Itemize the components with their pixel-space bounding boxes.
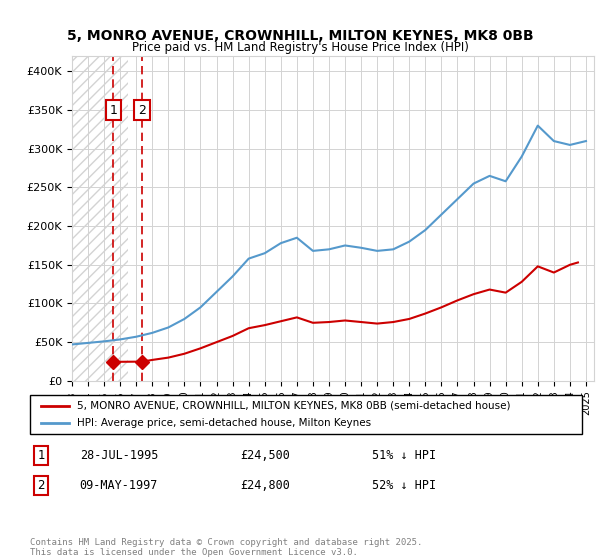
Text: 28-JUL-1995: 28-JUL-1995 — [80, 449, 158, 462]
FancyBboxPatch shape — [30, 395, 582, 434]
Text: Contains HM Land Registry data © Crown copyright and database right 2025.
This d: Contains HM Land Registry data © Crown c… — [30, 538, 422, 557]
Text: 09-MAY-1997: 09-MAY-1997 — [80, 479, 158, 492]
Text: 5, MONRO AVENUE, CROWNHILL, MILTON KEYNES, MK8 0BB: 5, MONRO AVENUE, CROWNHILL, MILTON KEYNE… — [67, 29, 533, 44]
Text: 2: 2 — [37, 479, 45, 492]
Text: 51% ↓ HPI: 51% ↓ HPI — [372, 449, 436, 462]
Text: £24,500: £24,500 — [240, 449, 290, 462]
Text: 1: 1 — [37, 449, 45, 462]
Text: 1: 1 — [109, 104, 117, 116]
Text: £24,800: £24,800 — [240, 479, 290, 492]
Text: HPI: Average price, semi-detached house, Milton Keynes: HPI: Average price, semi-detached house,… — [77, 418, 371, 428]
Text: Price paid vs. HM Land Registry's House Price Index (HPI): Price paid vs. HM Land Registry's House … — [131, 41, 469, 54]
Text: 52% ↓ HPI: 52% ↓ HPI — [372, 479, 436, 492]
Text: 2: 2 — [138, 104, 146, 116]
Text: 5, MONRO AVENUE, CROWNHILL, MILTON KEYNES, MK8 0BB (semi-detached house): 5, MONRO AVENUE, CROWNHILL, MILTON KEYNE… — [77, 401, 511, 411]
